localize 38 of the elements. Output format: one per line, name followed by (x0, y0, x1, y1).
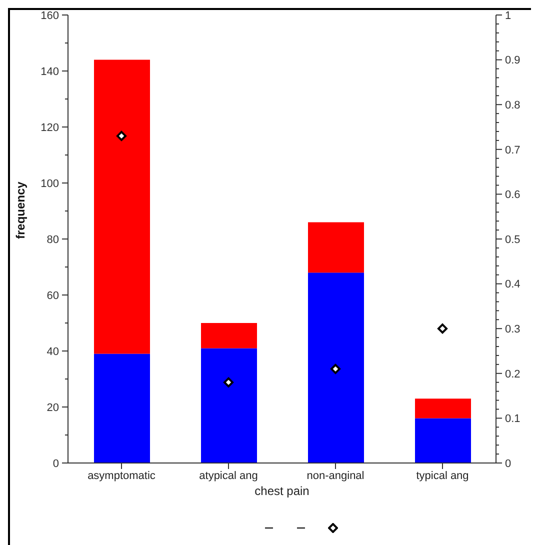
y-axis-title: frequency (13, 181, 28, 239)
point (438, 324, 448, 334)
bar (94, 354, 150, 463)
x-tick-label: atypical ang (199, 470, 258, 482)
y-tick-label: 120 (40, 122, 59, 134)
y2-tick-label: 0.1 (505, 413, 520, 426)
y2-tick-label: 0.7 (505, 144, 520, 156)
y2-tick-label: 0.6 (505, 189, 520, 202)
point (116, 130, 126, 141)
x-tick-label: typical ang (416, 470, 469, 482)
y-tick-label: 140 (40, 66, 59, 78)
y-tick-label: 20 (46, 402, 59, 414)
y2-tick-label: 0.9 (505, 54, 520, 67)
point (224, 377, 234, 388)
y-tick-label: 80 (46, 234, 59, 246)
y-tick-label: 100 (40, 178, 59, 190)
bar (308, 272, 364, 463)
y2-tick-label: 0.3 (505, 323, 520, 336)
bar (94, 60, 150, 354)
x-axis-title: chest pain (254, 484, 310, 498)
bar (201, 348, 257, 463)
y2-tick-label: 0 (505, 458, 512, 470)
y-tick-label: 40 (46, 346, 59, 358)
bar (308, 222, 364, 273)
x-tick-label: non-anginal (306, 470, 364, 482)
y2-tick-label: 1 (505, 10, 512, 22)
bar (415, 418, 471, 463)
bar (201, 323, 257, 348)
y2-tick-label: 0.8 (505, 99, 520, 112)
y2-tick-label: 0.4 (505, 278, 520, 291)
point (330, 364, 340, 374)
y-tick-label: 160 (40, 10, 59, 22)
x-tick-label: asymptomatic (88, 470, 156, 482)
bar (415, 398, 471, 418)
y-tick-label: 0 (52, 458, 59, 470)
y-tick-label: 60 (46, 290, 59, 302)
y2-tick-label: 0.2 (505, 368, 520, 380)
y2-tick-label: 0.5 (505, 234, 520, 246)
